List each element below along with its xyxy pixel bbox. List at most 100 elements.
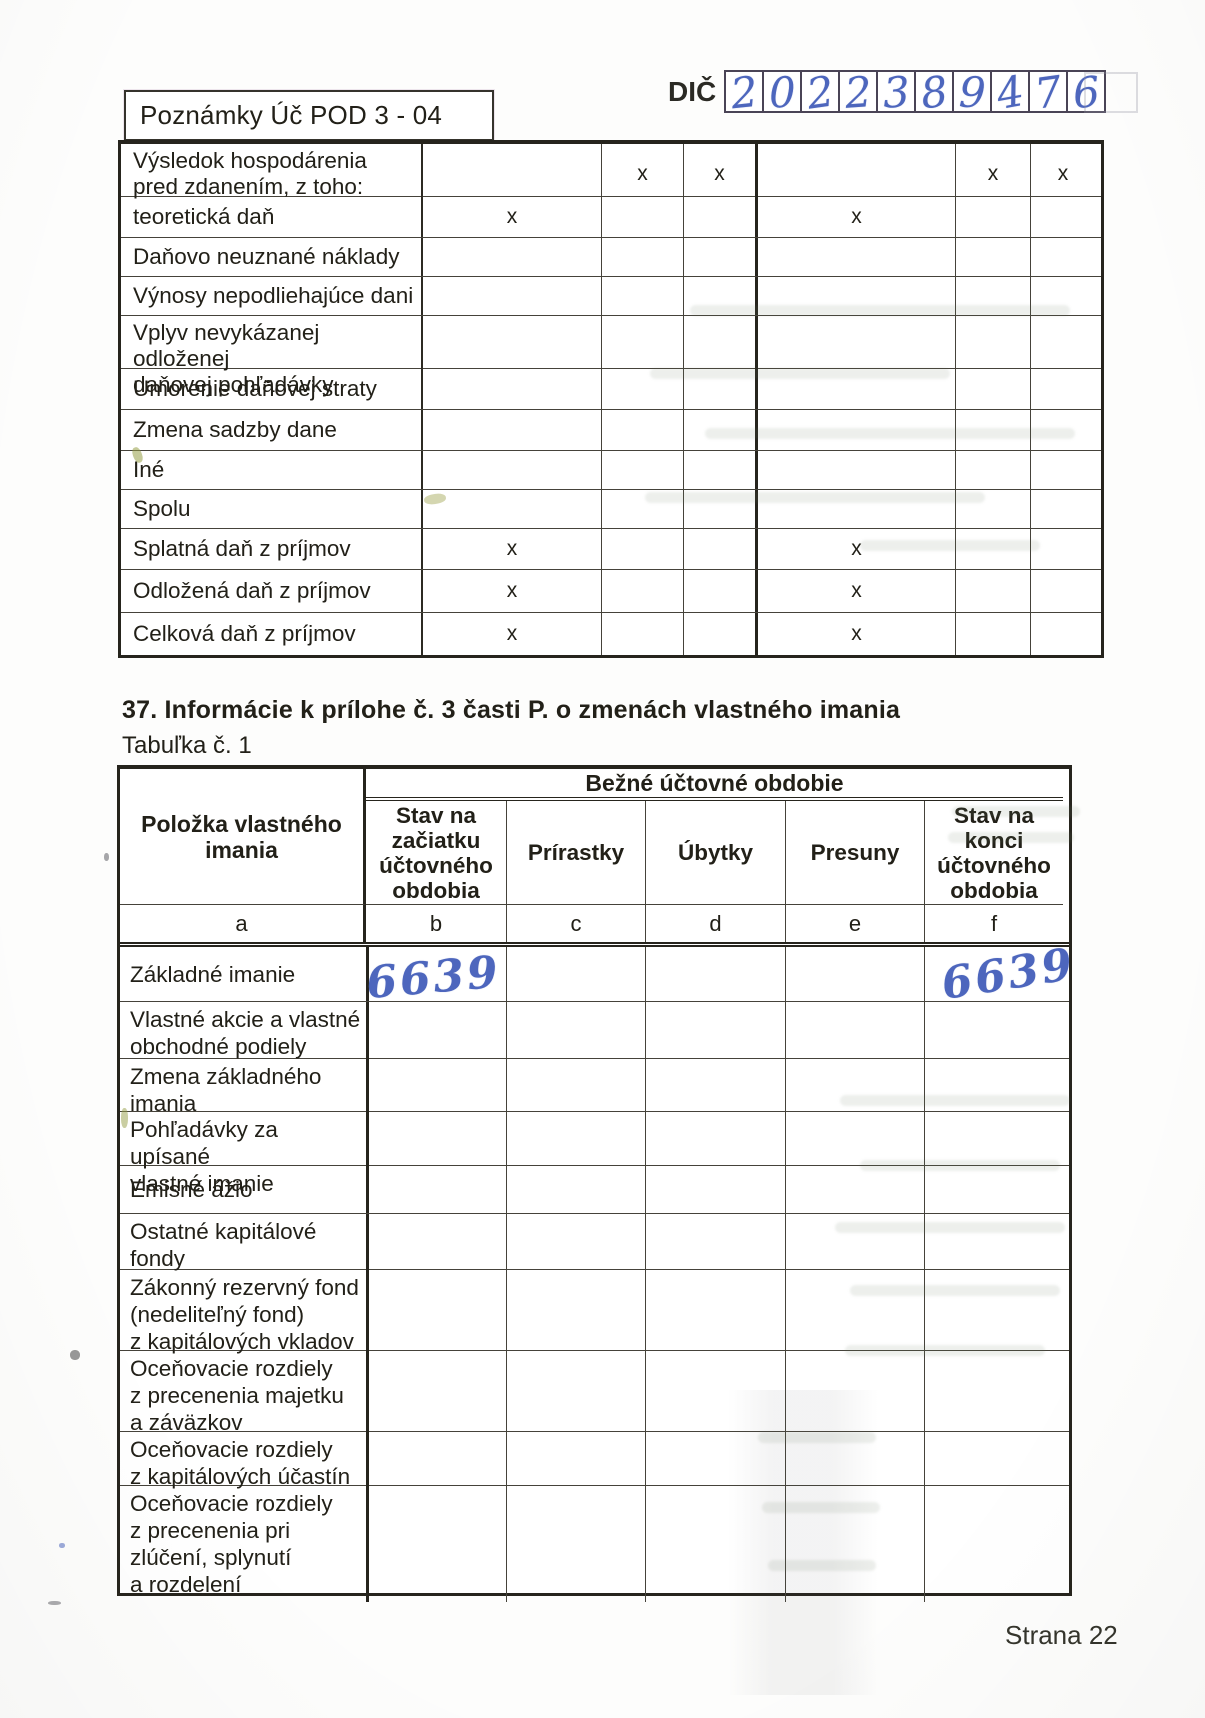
equity-table-row-label: Ostatné kapitálové fondy [130, 1219, 317, 1271]
tax-table-empty-cell [1030, 490, 1095, 528]
tax-table-x-mark-cell: x [1030, 144, 1095, 204]
equity-table-empty-cell [366, 1351, 506, 1440]
dic-digit-cell: 7 [1028, 66, 1069, 119]
tax-table-empty-cell [755, 238, 955, 276]
tax-table-row-label: Daňovo neuznané náklady [133, 244, 400, 269]
tax-table-empty-cell [601, 277, 683, 315]
tax-table-row: Vplyv nevykázanej odloženej daňovej pohľ… [121, 315, 1101, 402]
tax-table-empty-cell [601, 490, 683, 528]
tax-table-empty-cell [955, 490, 1030, 528]
equity-table-empty-cell [366, 1166, 506, 1213]
equity-table-empty-cell [924, 1059, 1063, 1121]
tax-table-empty-cell [955, 613, 1030, 655]
equity-changes-table: Položka vlastného imania Bežné účtovné o… [117, 765, 1079, 1602]
dic-digit-handwriting: 2 [843, 67, 874, 118]
tax-table-x-mark-cell: x [421, 529, 601, 569]
tax-table-empty-cell [955, 410, 1030, 450]
tax-table-empty-cell [955, 316, 1030, 402]
dic-digit-cell: 4 [990, 66, 1031, 119]
equity-table-row-label: Pohľadávky za upísané vlastné imanie [130, 1117, 278, 1196]
tax-table-empty-cell [1030, 451, 1095, 489]
equity-table-row-label: Oceňovacie rozdiely z precenenia pri zlú… [130, 1491, 333, 1597]
equity-col-e-header: Presuny [785, 801, 924, 904]
equity-table-row: Pohľadávky za upísané vlastné imanie [120, 1111, 1069, 1201]
equity-table-row-label: Oceňovacie rozdiely z kapitálových účast… [130, 1437, 351, 1489]
dic-digit-handwriting: 3 [881, 67, 911, 118]
equity-col-d-header: Úbytky [645, 801, 785, 904]
equity-table-empty-cell [785, 1486, 924, 1602]
equity-col-f-header: Stav na konci účtovného obdobia [924, 801, 1063, 904]
dic-digit-cell: 0 [762, 68, 803, 117]
page-number: Strana 22 [1005, 1620, 1118, 1650]
equity-table-empty-cell [645, 1270, 785, 1359]
tax-reconciliation-table: Výsledok hospodárenia pred zdanením, z t… [118, 140, 1104, 658]
tax-table-empty-cell [683, 451, 755, 489]
equity-table-empty-cell [506, 947, 645, 1001]
tax-table-empty-cell [601, 529, 683, 569]
tax-table-empty-cell [421, 410, 601, 450]
equity-table-empty-cell [785, 1270, 924, 1359]
tax-table-x-mark-cell: x [955, 144, 1030, 204]
tax-table-empty-cell [421, 277, 601, 315]
tax-table-empty-cell [955, 197, 1030, 237]
equity-letter-f: f [924, 904, 1063, 942]
tax-table-row: Iné [121, 450, 1101, 489]
equity-table-empty-cell [645, 1059, 785, 1121]
equity-table-empty-cell [785, 1166, 924, 1213]
dic-digit-cell: 8 [914, 66, 955, 119]
tax-table-empty-cell [1030, 369, 1095, 409]
equity-table-empty-cell [924, 1112, 1063, 1201]
equity-table-row: Zákonný rezervný fond (nedeliteľný fond)… [120, 1269, 1069, 1359]
equity-table-empty-cell [785, 947, 924, 1001]
equity-table-row: Ostatné kapitálové fondy [120, 1213, 1069, 1276]
tax-table-empty-cell [421, 144, 601, 204]
equity-table-empty-cell [506, 1351, 645, 1440]
dic-digit-handwriting: 2 [803, 66, 837, 119]
equity-letter-e: e [785, 904, 924, 942]
tax-table-empty-cell [1030, 238, 1095, 276]
equity-table-empty-cell [506, 1166, 645, 1213]
equity-table-value-cell: 6639 [365, 946, 506, 1009]
equity-table-empty-cell [924, 1270, 1063, 1359]
tax-table-empty-cell [755, 316, 955, 402]
tax-table-empty-cell [683, 197, 755, 237]
equity-letter-c: c [506, 904, 645, 942]
equity-letter-b: b [366, 904, 506, 942]
equity-table-empty-cell [506, 1214, 645, 1276]
equity-table-row: Emisné ážio [120, 1165, 1069, 1213]
scan-speck-artifact [48, 1601, 61, 1605]
tax-table-row-label: Iné [133, 457, 165, 482]
tax-table-empty-cell [1030, 613, 1095, 655]
tax-table-empty-cell [683, 316, 755, 402]
tax-table-row: Umorenie daňovej straty [121, 368, 1101, 409]
tax-table-empty-cell [601, 410, 683, 450]
tax-table-row: Odložená daň z príjmov x x [121, 569, 1101, 612]
tax-table-x-mark-cell: x [601, 144, 683, 204]
tax-table-row-label: Celková daň z príjmov [133, 621, 356, 646]
tax-table-empty-cell [421, 451, 601, 489]
dic-digit-handwriting: 4 [992, 66, 1028, 119]
tax-table-x-mark-cell: x [421, 570, 601, 612]
tax-table-row-label: Umorenie daňovej straty [133, 376, 377, 401]
tax-table-empty-cell [601, 570, 683, 612]
scan-speck-artifact [59, 1543, 65, 1548]
equity-letter-a: a [120, 904, 366, 942]
equity-table-empty-cell [785, 1112, 924, 1201]
equity-table-empty-cell [924, 1002, 1063, 1064]
tax-table-row-label: teoretická daň [133, 204, 275, 229]
equity-table-empty-cell [645, 1486, 785, 1602]
tax-table-empty-cell [601, 316, 683, 402]
tax-table-empty-cell [955, 570, 1030, 612]
tax-table-empty-cell [683, 490, 755, 528]
tax-table-empty-cell [755, 410, 955, 450]
equity-table-empty-cell [924, 1214, 1063, 1276]
tax-table-empty-cell [601, 197, 683, 237]
tax-table-x-mark-cell: x [421, 197, 601, 237]
equity-table-empty-cell [506, 1002, 645, 1064]
dic-digit-handwriting: 8 [917, 66, 951, 119]
tax-table-empty-cell [421, 316, 601, 402]
tax-table-empty-cell [1030, 316, 1095, 402]
tax-table-row-label: Výnosy nepodliehajúce dani [133, 283, 414, 308]
